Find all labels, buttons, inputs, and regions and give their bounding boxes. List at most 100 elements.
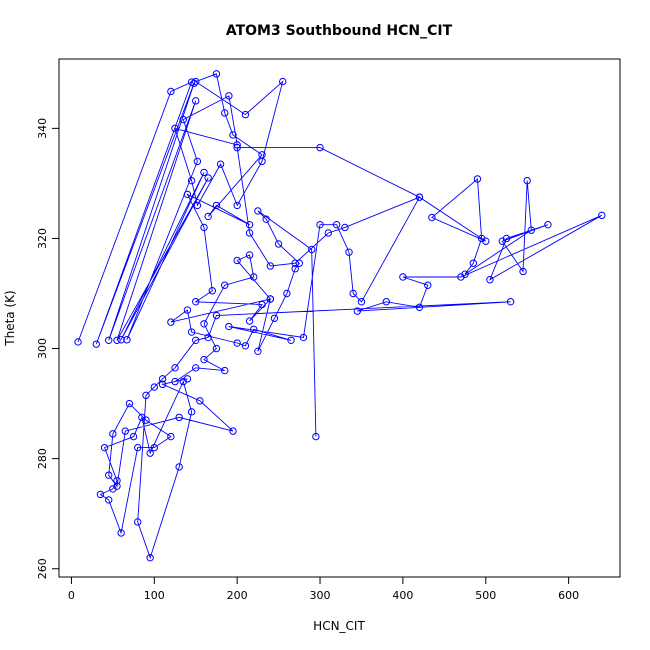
data-point [341, 223, 349, 232]
data-point [283, 289, 291, 298]
x-tick-label: 300 [310, 589, 331, 602]
data-point [544, 220, 552, 229]
x-tick-label: 200 [227, 589, 248, 602]
data-point [258, 300, 266, 309]
data-point [183, 190, 192, 199]
data-point [123, 336, 131, 344]
data-point [415, 193, 424, 201]
data-point [192, 77, 200, 86]
data-point [225, 92, 233, 100]
data-point [428, 213, 436, 222]
data-point [299, 333, 308, 342]
data-point [477, 234, 486, 243]
data-point [146, 554, 154, 562]
data-point [457, 273, 465, 281]
data-point [225, 322, 233, 331]
data-point [92, 340, 100, 348]
data-point [175, 463, 183, 471]
data-point [192, 336, 200, 344]
data-point [349, 289, 357, 298]
data-point [399, 273, 407, 281]
data-point [113, 476, 121, 485]
data-point [357, 298, 366, 306]
data-point [187, 408, 196, 416]
data-point [196, 397, 204, 405]
data-point [295, 259, 304, 267]
data-point [312, 432, 320, 441]
data-point [523, 176, 531, 185]
data-point [266, 295, 275, 303]
data-point [287, 336, 295, 344]
data-point [519, 267, 527, 276]
data-point [187, 176, 196, 185]
y-tick-label: 260 [36, 558, 49, 579]
data-point [96, 490, 105, 499]
data-point [216, 160, 225, 168]
data-point [192, 298, 200, 306]
data-point [262, 215, 270, 223]
data-point [245, 317, 254, 325]
data-point [109, 430, 117, 438]
data-point [208, 287, 217, 295]
data-point [158, 380, 167, 389]
data-point [308, 245, 316, 254]
data-point [502, 234, 511, 243]
data-point [204, 212, 212, 221]
x-tick-label: 0 [68, 589, 75, 602]
data-point [212, 344, 221, 353]
data-point [241, 342, 250, 350]
data-point [212, 311, 221, 320]
data-point [150, 443, 158, 452]
data-point [233, 201, 241, 210]
data-point [193, 157, 202, 166]
y-tick-label: 340 [36, 118, 49, 139]
data-point [250, 325, 258, 333]
data-point [506, 298, 515, 306]
data-point [291, 265, 299, 273]
data-point [254, 347, 262, 356]
y-axis-label: Theta (K) [3, 290, 17, 346]
data-point [221, 281, 229, 289]
data-point [171, 364, 179, 372]
data-point [105, 471, 113, 479]
data-point [274, 240, 283, 248]
x-tick-label: 600 [558, 589, 579, 602]
data-point [345, 248, 353, 256]
data-point [105, 336, 113, 344]
data-point [245, 229, 254, 237]
data-point [167, 432, 175, 441]
data-point [167, 87, 175, 96]
data-point [134, 518, 142, 526]
data-point [212, 70, 221, 78]
data-point [332, 220, 341, 229]
data-point [113, 336, 121, 344]
data-point [229, 131, 237, 139]
data-point [258, 151, 266, 159]
data-point [233, 339, 241, 347]
y-axis: 260 280 300 320 340 [36, 118, 60, 579]
data-point [527, 226, 536, 234]
y-tick-label: 320 [36, 228, 49, 249]
chart-title: ATOM3 Southbound HCN_CIT [226, 23, 453, 39]
data-point [221, 366, 229, 375]
data-point [121, 427, 129, 435]
data-point [190, 79, 198, 87]
data-point [233, 141, 241, 149]
data-point [129, 432, 138, 441]
x-tick-label: 100 [144, 589, 165, 602]
data-point [192, 97, 200, 105]
data-point [382, 298, 391, 306]
series-path [77, 73, 603, 560]
data-point [233, 256, 241, 265]
data-point [266, 262, 275, 270]
data-point [241, 110, 250, 119]
data-point [245, 251, 254, 259]
data-point [353, 307, 362, 315]
data-point [192, 364, 200, 372]
data-point [245, 220, 254, 229]
data-point [171, 124, 179, 133]
data-point [204, 333, 212, 342]
data-point [229, 427, 237, 435]
series-line [74, 70, 606, 562]
